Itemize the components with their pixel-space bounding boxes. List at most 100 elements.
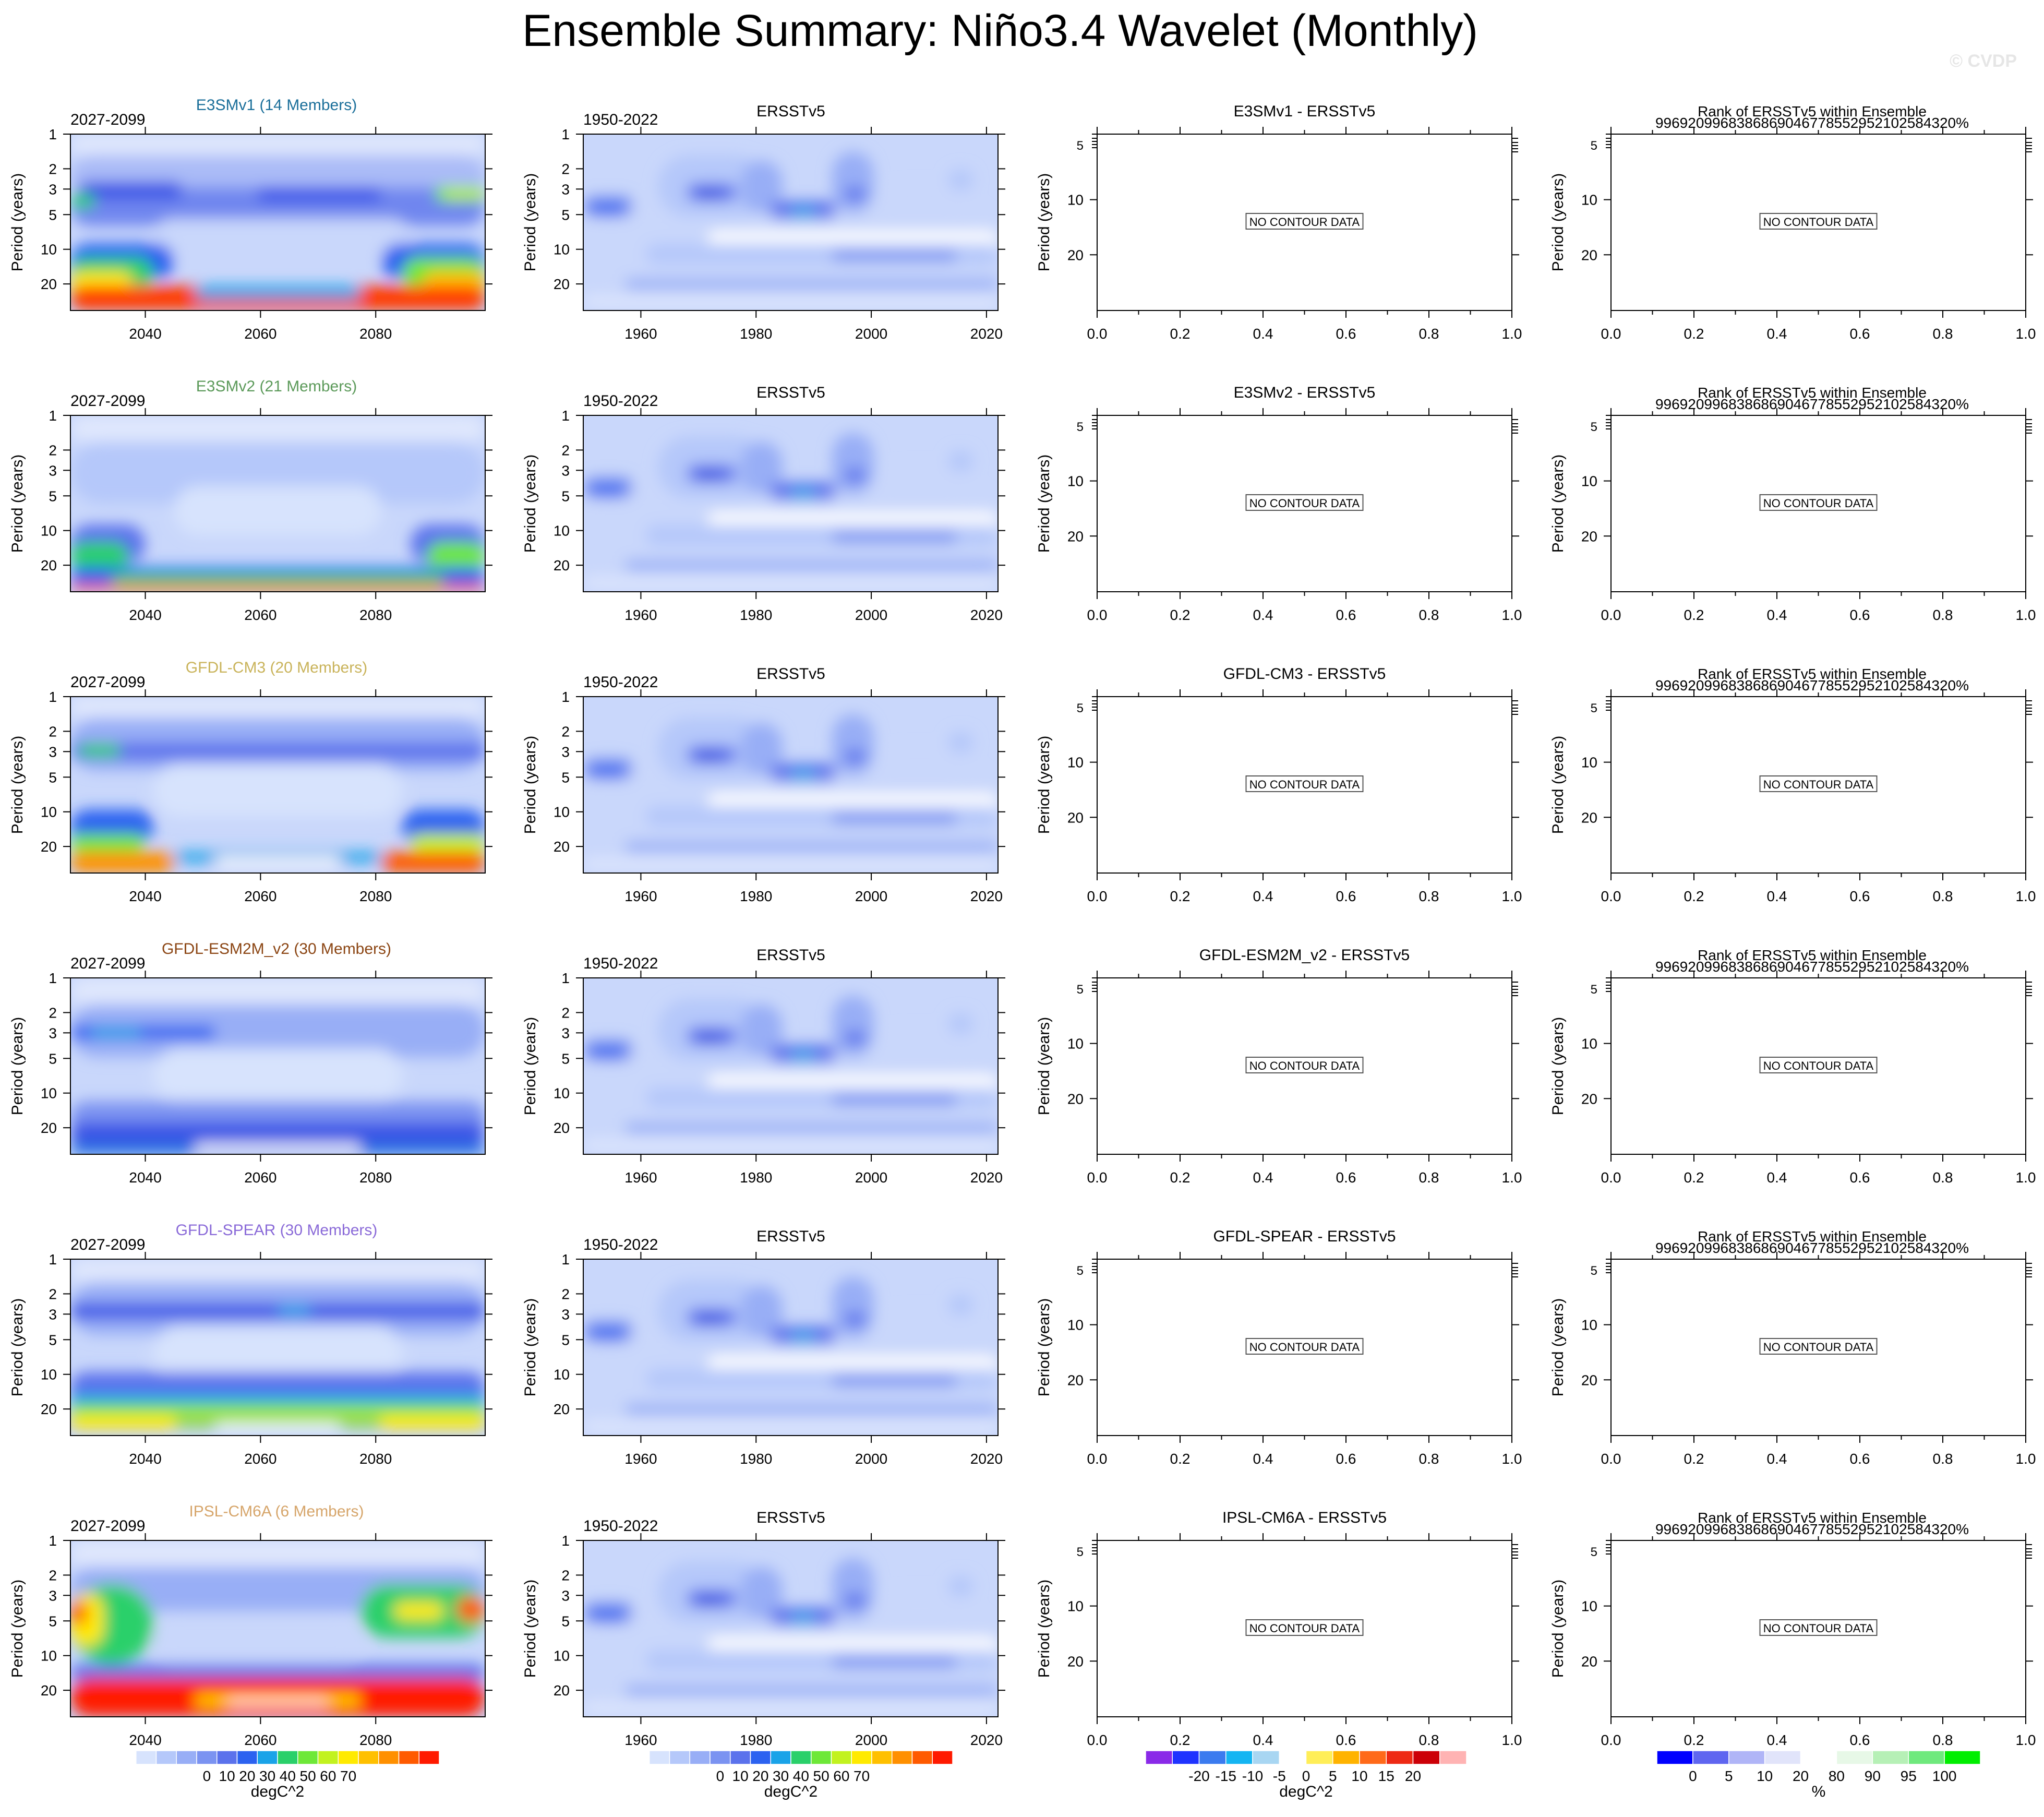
y-tick-label: 10 <box>1067 473 1084 489</box>
y-tick-label: 1 <box>49 126 57 142</box>
x-tick-label: 2040 <box>129 326 161 342</box>
x-tick-label: 2060 <box>244 1169 276 1186</box>
y-tick-label: 3 <box>561 462 570 479</box>
x-tick-label: 0.4 <box>1767 1451 1787 1467</box>
period-label: 1950-2022 <box>583 392 658 410</box>
x-tick-label: 0.4 <box>1253 1732 1273 1748</box>
model-title: IPSL-CM6A (6 Members) <box>189 1503 364 1520</box>
x-tick-label: 2080 <box>359 1169 392 1186</box>
rank-title: Rank of ERSSTv5 within Ensemble <box>1698 1228 1927 1245</box>
y-tick-label: 5 <box>49 207 57 223</box>
model-wavelet-panel <box>70 134 486 311</box>
x-tick-label: 0.8 <box>1419 888 1439 904</box>
x-tick-label: 2020 <box>970 326 1003 342</box>
x-tick-label: 0.6 <box>1850 326 1870 342</box>
x-tick-label: 2040 <box>129 1732 161 1748</box>
colorbar-level: 5 <box>1725 1768 1733 1784</box>
y-tick-label: 1 <box>49 689 57 705</box>
y-tick-label-crowded: 5 <box>1591 420 1597 434</box>
y-tick-label: 1 <box>49 408 57 424</box>
y-tick-label: 20 <box>1067 1372 1084 1388</box>
period-label: 1950-2022 <box>583 955 658 972</box>
x-tick-label: 0.2 <box>1170 888 1191 904</box>
colorbar-swatch <box>1836 1750 1873 1765</box>
colorbar-level: 60 <box>833 1768 849 1784</box>
y-axis-label: Period (years) <box>1549 736 1567 834</box>
no-data-label: NO CONTOUR DATA <box>1763 1341 1874 1354</box>
obs-wavelet-panel <box>583 415 999 592</box>
colorbar-level: 50 <box>300 1768 316 1784</box>
colorbar-level: 20 <box>1405 1768 1421 1784</box>
period-label: 2027-2099 <box>70 111 145 128</box>
colorbar-units: degC^2 <box>251 1783 304 1800</box>
no-data-label: NO CONTOUR DATA <box>1249 216 1360 229</box>
contour-fill <box>583 415 998 592</box>
colorbar-swatch <box>629 1750 650 1765</box>
x-tick-label: 0.2 <box>1684 607 1704 623</box>
y-tick-label: 5 <box>561 769 570 785</box>
x-tick-label: 0.4 <box>1253 1451 1273 1467</box>
colorbar-swatch <box>851 1750 872 1765</box>
colorbar-level: 30 <box>259 1768 275 1784</box>
period-label: 2027-2099 <box>70 955 145 972</box>
panel-row: 1 2 3 5 10 20 Period (years) 2027-2099 E3SMv1 (1… <box>9 97 2036 342</box>
no-data-box <box>1759 1057 1878 1073</box>
x-tick-label: 1960 <box>624 607 657 623</box>
x-tick-label: 0.8 <box>1419 326 1439 342</box>
y-tick-label: 20 <box>41 1682 57 1699</box>
x-tick-label: 0.0 <box>1601 1169 1621 1186</box>
y-axis-label: Period (years) <box>1549 173 1567 271</box>
colorbar-level: 15 <box>1378 1768 1394 1784</box>
colorbar-swatch <box>871 1750 893 1765</box>
rank-title: Rank of ERSSTv5 within Ensemble <box>1698 947 1927 963</box>
colorbar-level: 20 <box>752 1768 768 1784</box>
colorbar-swatch <box>317 1750 339 1765</box>
y-tick-label: 5 <box>49 1332 57 1348</box>
model-title: GFDL-ESM2M_v2 (30 Members) <box>162 940 391 958</box>
y-tick-label: 2 <box>561 442 570 458</box>
y-tick-label-crowded: 5 <box>1077 420 1084 434</box>
y-tick-label: 3 <box>561 1587 570 1604</box>
colorbar-level: 20 <box>239 1768 255 1784</box>
x-tick-label: 0.6 <box>1336 1169 1356 1186</box>
y-tick-label: 10 <box>554 1367 570 1383</box>
x-tick-label: 0.2 <box>1170 1451 1191 1467</box>
x-tick-label: 0.6 <box>1850 1169 1870 1186</box>
x-tick-label: 2020 <box>970 607 1003 623</box>
y-tick-label: 5 <box>49 769 57 785</box>
y-axis-label: Period (years) <box>522 173 539 271</box>
y-tick-label: 10 <box>1581 192 1597 208</box>
colorbar-level: 0 <box>1689 1768 1697 1784</box>
x-tick-label: 1.0 <box>1502 1732 1522 1748</box>
difference-title: GFDL-CM3 - ERSSTv5 <box>1223 665 1386 683</box>
colorbar-swatch <box>277 1750 298 1765</box>
colorbar-level: -5 <box>1273 1768 1286 1784</box>
no-data-box <box>1245 1057 1364 1073</box>
y-tick-label: 10 <box>1067 192 1084 208</box>
x-tick-label: 0.0 <box>1087 607 1108 623</box>
period-label: 1950-2022 <box>583 1236 658 1253</box>
no-data-box <box>1759 1338 1878 1355</box>
colorbar-level: 10 <box>732 1768 749 1784</box>
colorbar-swatch <box>1172 1750 1200 1765</box>
colorbar-swatch <box>217 1750 238 1765</box>
colorbar-swatch <box>1225 1750 1253 1765</box>
colorbar-level: 10 <box>1757 1768 1773 1784</box>
no-data-box <box>1759 494 1878 511</box>
colorbar-level: 95 <box>1901 1768 1917 1784</box>
colorbar-swatch <box>1908 1750 1945 1765</box>
figure-title: Ensemble Summary: Niño3.4 Wavelet (Month… <box>522 6 1478 56</box>
colorbar-swatch <box>1252 1750 1280 1765</box>
no-data-label: NO CONTOUR DATA <box>1249 1059 1360 1072</box>
no-data-label: NO CONTOUR DATA <box>1249 1622 1360 1635</box>
colorbar-level: 0 <box>716 1768 725 1784</box>
x-tick-label: 0.8 <box>1933 1451 1953 1467</box>
colorbar-swatch <box>1145 1750 1173 1765</box>
x-tick-label: 0.8 <box>1419 607 1439 623</box>
no-data-box <box>1759 775 1878 792</box>
y-tick-label: 2 <box>49 723 57 739</box>
obs-wavelet-panel <box>583 977 999 1155</box>
rank-subtitle: 9969209968386869046778552952102584320% <box>1655 1240 1969 1256</box>
obs-title: ERSSTv5 <box>756 665 825 683</box>
